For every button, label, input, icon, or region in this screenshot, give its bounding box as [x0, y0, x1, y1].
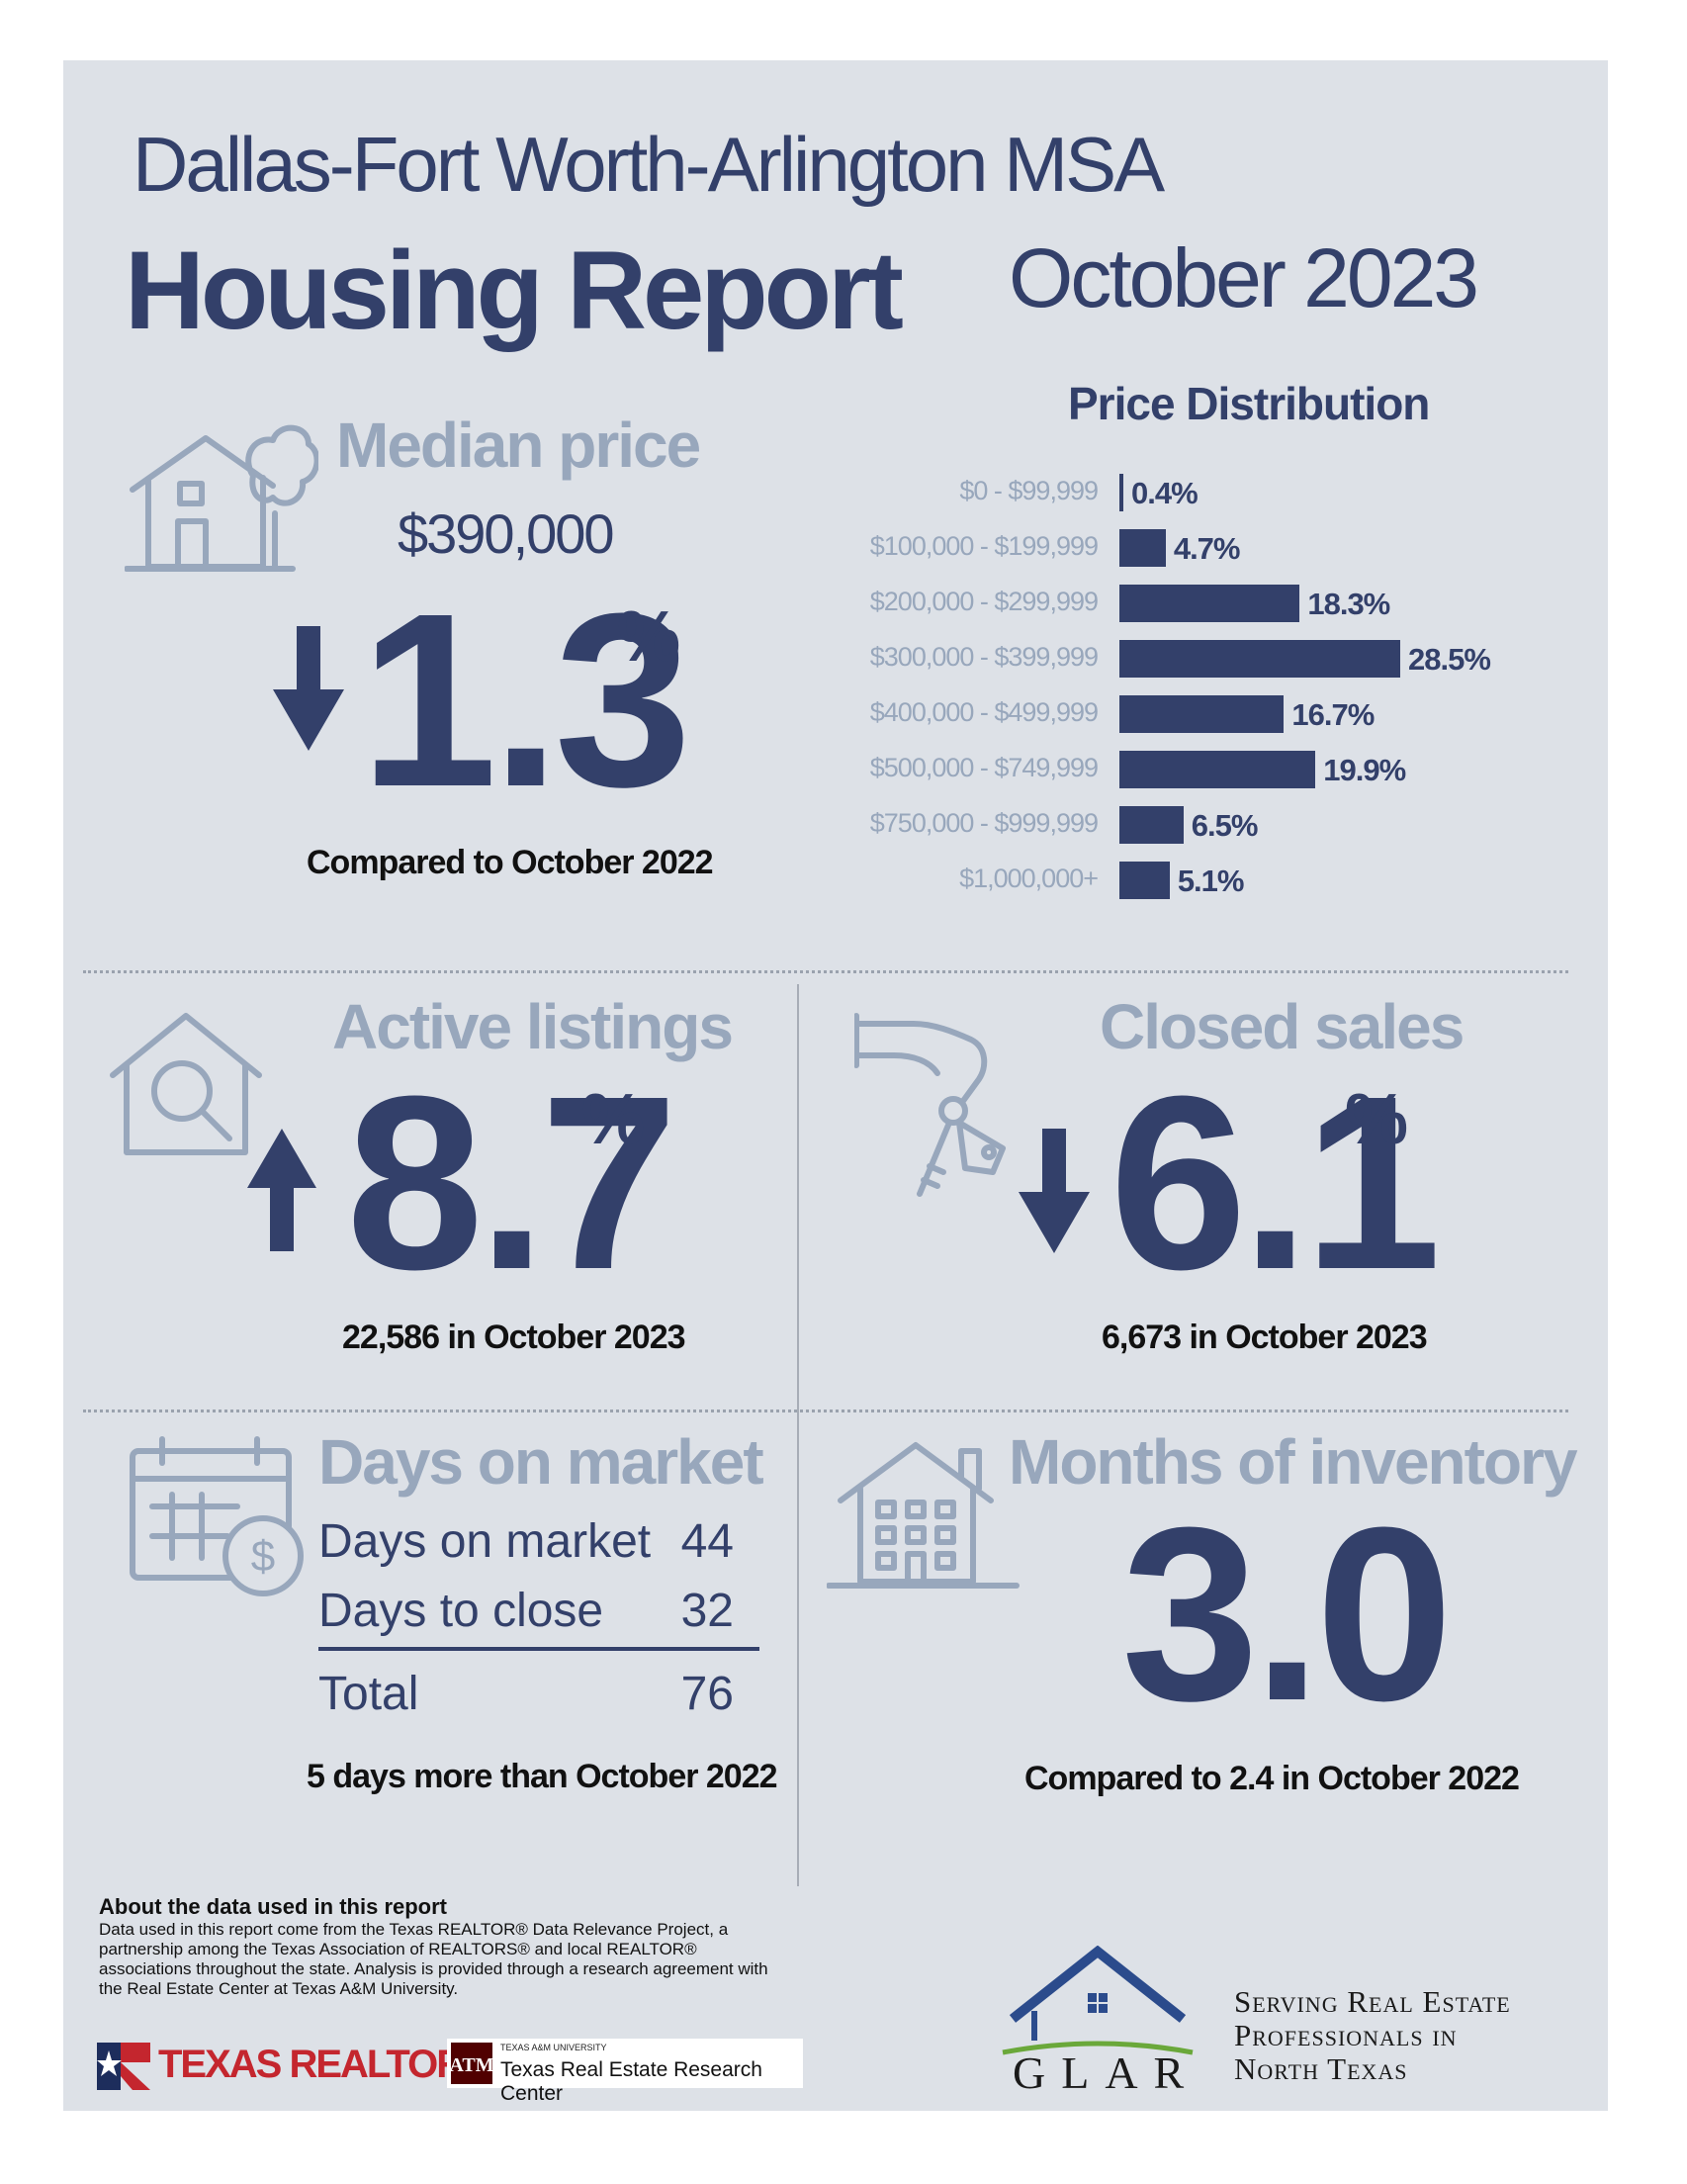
dom-row-label: Days on market — [318, 1515, 652, 1568]
report-title: Housing Report — [125, 228, 904, 352]
median-price-change: 1.3 — [360, 562, 692, 838]
dist-bar — [1119, 529, 1166, 567]
median-price-caption: Compared to October 2022 — [307, 844, 714, 881]
apartment-house-icon — [827, 1442, 1020, 1589]
dist-value-label: 0.4% — [1130, 476, 1199, 510]
dist-bar — [1119, 751, 1316, 788]
dist-value-label: 18.3% — [1307, 587, 1390, 621]
glar-house-icon — [1002, 1946, 1194, 2055]
report-sheet: Dallas-Fort Worth-Arlington MSA Housing … — [63, 60, 1608, 2111]
active-listings-heading: Active listings — [332, 991, 734, 1062]
closed-sales-change: 6.1 — [1110, 1045, 1442, 1320]
dist-bar — [1119, 695, 1285, 733]
median-price-heading: Median price — [336, 410, 701, 481]
dom-row-value: 44 — [680, 1515, 734, 1568]
dist-value-label: 4.7% — [1173, 531, 1241, 566]
dom-row-total: Total 76 — [318, 1667, 734, 1721]
dist-category-label: $1,000,000+ — [959, 864, 1099, 893]
dom-total-value: 76 — [680, 1668, 734, 1720]
about-text: Data used in this report come from the T… — [99, 1920, 768, 1998]
tamu-logo: ATM TEXAS A&M UNIVERSITY Texas Real Esta… — [447, 2039, 803, 2105]
arrow-down-icon — [273, 626, 344, 751]
house-tree-icon — [125, 424, 318, 572]
hand-keys-icon — [854, 1013, 1006, 1197]
dom-row-close: Days to close 32 — [318, 1584, 734, 1638]
dist-value-label: 28.5% — [1408, 642, 1491, 677]
dom-row-market: Days on market 44 — [318, 1514, 734, 1569]
dist-value-label: 5.1% — [1177, 864, 1245, 898]
months-inventory-value: 3.0 — [1121, 1476, 1454, 1752]
price-distribution-chart: $0 - $99,999 0.4% $100,000 - $199,999 4.7% $… — [63, 60, 1608, 951]
median-price-value: $390,000 — [398, 502, 615, 565]
dist-bar — [1119, 585, 1300, 622]
closed-sales-caption: 6,673 in October 2023 — [1102, 1319, 1428, 1356]
arrow-down-icon — [1019, 1129, 1090, 1253]
dist-bar — [1119, 474, 1123, 511]
glar-tagline-line: Serving Real Estate — [1234, 1984, 1511, 2019]
glar-wordmark: GLAR — [1013, 2048, 1200, 2098]
days-on-market-heading: Days on market — [318, 1426, 764, 1498]
median-price-percent: % — [617, 597, 681, 677]
dist-category-label: $400,000 - $499,999 — [869, 697, 1099, 727]
dist-category-label: $0 - $99,999 — [959, 476, 1099, 505]
divider-vertical — [797, 984, 799, 1886]
calendar-dollar-icon: $ — [130, 1436, 304, 1596]
texas-realtors-logo-text: TEXAS REALTORS — [158, 2043, 489, 2086]
dom-row-label: Days to close — [318, 1585, 604, 1637]
divider-top — [83, 970, 1568, 973]
dist-category-label: $750,000 - $999,999 — [869, 808, 1099, 838]
months-inventory-caption: Compared to 2.4 in October 2022 — [1024, 1760, 1520, 1797]
closed-sales-percent: % — [1345, 1080, 1409, 1159]
dist-category-label: $500,000 - $749,999 — [869, 753, 1099, 782]
svg-text:ATM: ATM — [451, 2054, 492, 2076]
price-distribution-title: Price Distribution — [1068, 378, 1430, 429]
region-title: Dallas-Fort Worth-Arlington MSA — [133, 121, 1165, 208]
dom-total-label: Total — [318, 1668, 419, 1720]
glar-tagline: Serving Real Estate Professionals in Nor… — [1234, 1985, 1511, 2086]
days-on-market-caption: 5 days more than October 2022 — [307, 1758, 778, 1795]
house-search-icon — [110, 1013, 262, 1155]
glar-tagline-line: North Texas — [1234, 2051, 1408, 2086]
dist-category-label: $200,000 - $299,999 — [869, 587, 1099, 616]
dist-value-label: 19.9% — [1323, 753, 1406, 787]
dist-bar — [1119, 640, 1400, 678]
dist-bar — [1119, 862, 1170, 899]
arrow-up-icon — [247, 1129, 316, 1251]
about-title: About the data used in this report — [99, 1894, 448, 1919]
active-listings-caption: 22,586 in October 2023 — [342, 1319, 686, 1356]
dist-value-label: 16.7% — [1291, 697, 1375, 732]
tamu-small-text: TEXAS A&M UNIVERSITY — [500, 2043, 607, 2052]
dist-category-label: $100,000 - $199,999 — [869, 531, 1099, 561]
dist-value-label: 6.5% — [1191, 808, 1259, 843]
svg-text:$: $ — [251, 1532, 275, 1581]
tamu-center-text: Texas Real Estate Research Center — [500, 2058, 762, 2105]
dom-row-value: 32 — [680, 1585, 734, 1637]
active-listings-change: 8.7 — [346, 1045, 678, 1320]
tamu-mark-icon: ATM — [451, 2043, 492, 2084]
dist-category-label: $300,000 - $399,999 — [869, 642, 1099, 672]
closed-sales-heading: Closed sales — [1100, 991, 1465, 1062]
divider-middle — [83, 1410, 1568, 1412]
glar-tagline-line: Professionals in — [1234, 2018, 1458, 2052]
months-inventory-heading: Months of inventory — [1009, 1426, 1578, 1498]
report-period: October 2023 — [1009, 231, 1479, 324]
texas-realtors-logo-icon — [97, 2043, 150, 2090]
dom-total-rule — [318, 1647, 759, 1651]
active-listings-percent: % — [581, 1080, 646, 1159]
dist-bar — [1119, 806, 1184, 844]
